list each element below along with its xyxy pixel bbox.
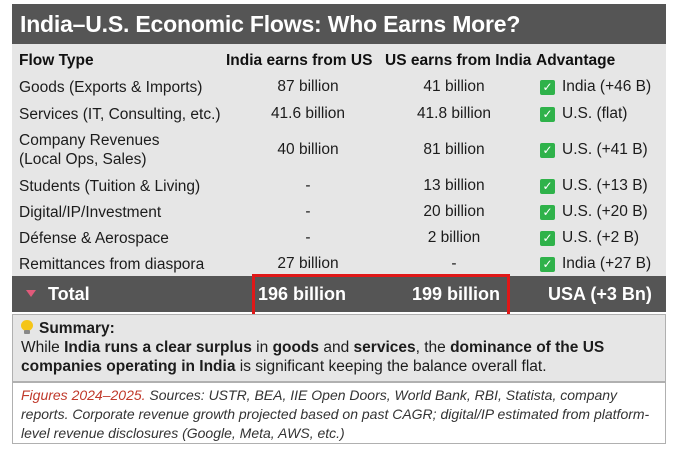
check-icon: ✓	[540, 106, 555, 122]
summary-bold: India runs a clear surplus	[64, 339, 252, 356]
advantage-cell: ✓ U.S. (+13 B)	[540, 177, 648, 195]
india-earns-cell: -	[305, 177, 311, 194]
summary-text: While India runs a clear surplus in good…	[21, 338, 657, 376]
check-icon: ✓	[540, 142, 555, 158]
total-us: 199 billion	[412, 284, 501, 304]
us-earns-cell: 13 billion	[423, 177, 485, 194]
column-header-india-earns: India earns from US	[226, 52, 373, 69]
column-header-advantage: Advantage	[536, 52, 616, 69]
flow-type-cell: Students (Tuition & Living)	[19, 178, 201, 195]
lightbulb-icon	[21, 320, 33, 335]
column-header-us-earns: US earns from India	[385, 52, 532, 69]
advantage-label: U.S. (+13 B)	[562, 177, 648, 194]
summary-part: in	[251, 339, 273, 356]
flow-type-cell: Défense & Aerospace	[19, 230, 169, 247]
sources-note: Figures 2024–2025. Sources: USTR, BEA, I…	[12, 382, 666, 444]
flow-type-cell: Digital/IP/Investment	[19, 204, 162, 221]
table	[12, 44, 666, 284]
summary-part: is significant keeping the balance overa…	[235, 358, 547, 375]
sources-text: Sources: USTR, BEA, IIE Open Doors, Worl…	[21, 387, 650, 441]
flow-type-cell: Services (IT, Consulting, etc.)	[19, 106, 221, 123]
flow-type-line: Company Revenues	[19, 132, 160, 149]
advantage-label: U.S. (+20 B)	[562, 203, 648, 220]
summary-part: , the	[415, 339, 451, 356]
total-highlight-box	[252, 274, 510, 318]
summary-part: and	[319, 339, 354, 356]
check-icon: ✓	[540, 79, 555, 95]
advantage-label: India (+46 B)	[562, 78, 652, 95]
card: India–U.S. Economic Flows: Who Earns Mor…	[12, 4, 666, 444]
flow-type-cell: Goods (Exports & Imports)	[19, 79, 203, 96]
us-earns-cell: 20 billion	[423, 203, 485, 220]
us-earns-cell: 41 billion	[423, 78, 485, 95]
triangle-down-icon	[26, 290, 36, 297]
advantage-cell: ✓ India (+27 B)	[540, 255, 651, 273]
advantage-cell: ✓ U.S. (flat)	[540, 105, 627, 123]
check-icon: ✓	[540, 178, 555, 194]
india-earns-cell: 41.6 billion	[270, 105, 346, 122]
advantage-cell: ✓ India (+46 B)	[540, 78, 651, 96]
page-title: India–U.S. Economic Flows: Who Earns Mor…	[12, 4, 666, 44]
summary-box: Summary: While India runs a clear surplu…	[12, 314, 666, 382]
total-india: 196 billion	[258, 284, 347, 304]
check-icon: ✓	[540, 256, 555, 272]
advantage-label: India (+27 B)	[562, 255, 652, 272]
us-earns-cell: 41.8 billion	[416, 105, 492, 122]
india-earns-cell: -	[305, 229, 311, 246]
india-earns-cell: 27 billion	[277, 255, 339, 272]
india-earns-cell: 40 billion	[277, 141, 339, 158]
india-earns-cell: 87 billion	[277, 78, 339, 95]
advantage-label: U.S. (flat)	[562, 105, 628, 122]
total-label: Total	[48, 284, 90, 304]
us-earns-cell: 81 billion	[423, 141, 485, 158]
summary-heading: Summary:	[39, 320, 115, 337]
summary-bold: dominance of the US companies operating …	[21, 339, 605, 375]
summary-bold: services	[353, 339, 416, 356]
check-icon: ✓	[540, 204, 555, 220]
flow-type-cell: Remittances from diaspora	[19, 256, 205, 273]
us-earns-cell: -	[451, 255, 457, 272]
total-row: Total 196 billion 199 billion USA (+3 Bn…	[12, 276, 666, 312]
advantage-label: U.S. (+41 B)	[562, 141, 648, 158]
summary-part: While	[21, 339, 65, 356]
flow-type-cell: Company Revenues (Local Ops, Sales)	[19, 131, 159, 169]
summary-bold: goods	[272, 339, 320, 356]
total-advantage: USA (+3 Bn)	[548, 284, 652, 304]
check-icon: ✓	[540, 230, 555, 246]
advantage-label: U.S. (+2 B)	[562, 229, 640, 246]
sources-years: Figures 2024–2025.	[21, 387, 146, 403]
column-header-flow-type: Flow Type	[19, 52, 94, 69]
summary-heading-line: Summary:	[21, 319, 657, 338]
advantage-cell: ✓ U.S. (+41 B)	[540, 141, 648, 159]
flow-type-line: (Local Ops, Sales)	[19, 151, 147, 168]
advantage-cell: ✓ U.S. (+20 B)	[540, 203, 648, 221]
us-earns-cell: 2 billion	[427, 229, 481, 246]
advantage-cell: ✓ U.S. (+2 B)	[540, 229, 639, 247]
india-earns-cell: -	[305, 203, 311, 220]
